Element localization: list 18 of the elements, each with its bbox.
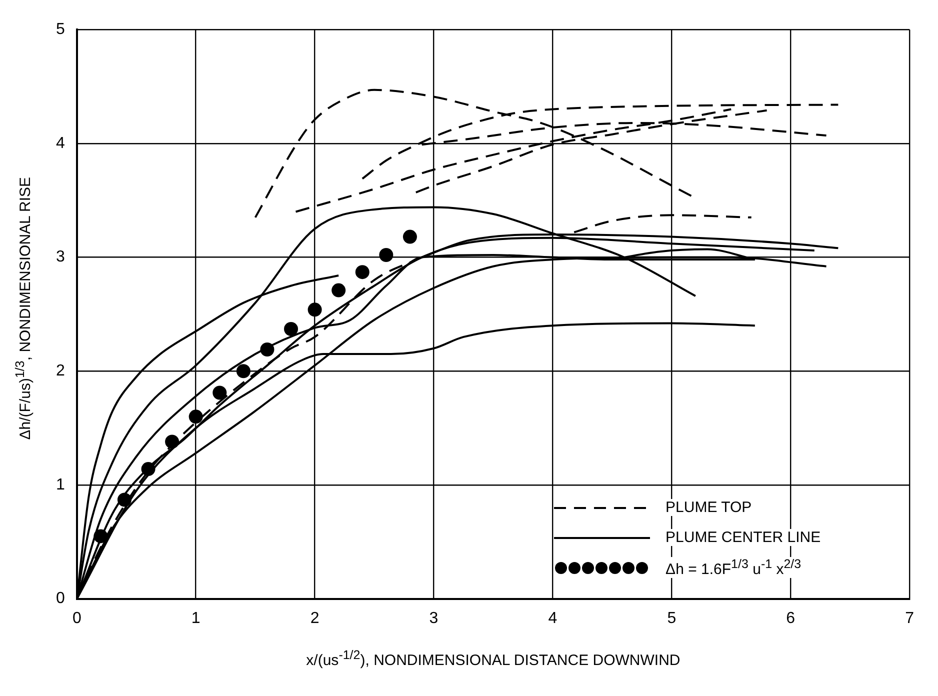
x-tick-label: 0	[72, 610, 82, 627]
x-tick-label: 5	[667, 610, 676, 627]
legend-label: Δh = 1.6F$^{1/3}$ u$^{-1}$ x$^{2/3}$	[664, 557, 804, 578]
y-tick-label: 5	[56, 21, 65, 38]
y-tick-label: 1	[56, 476, 65, 494]
x-tick-label: 2	[310, 610, 320, 627]
x-tick-label: 1	[191, 610, 200, 627]
x-axis-title: x/(us$^{-1/2}$), NONDIMENSIONAL DISTANCE DOWNWIND	[305, 648, 682, 669]
y-tick-label: 2	[56, 362, 65, 380]
legend-label: PLUME TOP	[664, 499, 754, 516]
y-tick-label: 0	[56, 590, 65, 608]
x-tick-label: 6	[786, 610, 796, 627]
y-tick-label: 3	[56, 248, 65, 266]
legend-label: PLUME CENTER LINE	[664, 529, 823, 546]
x-tick-label: 4	[548, 610, 558, 627]
x-tick-label: 7	[905, 610, 914, 627]
x-tick-label: 3	[429, 610, 438, 627]
y-tick-label: 4	[56, 134, 65, 152]
